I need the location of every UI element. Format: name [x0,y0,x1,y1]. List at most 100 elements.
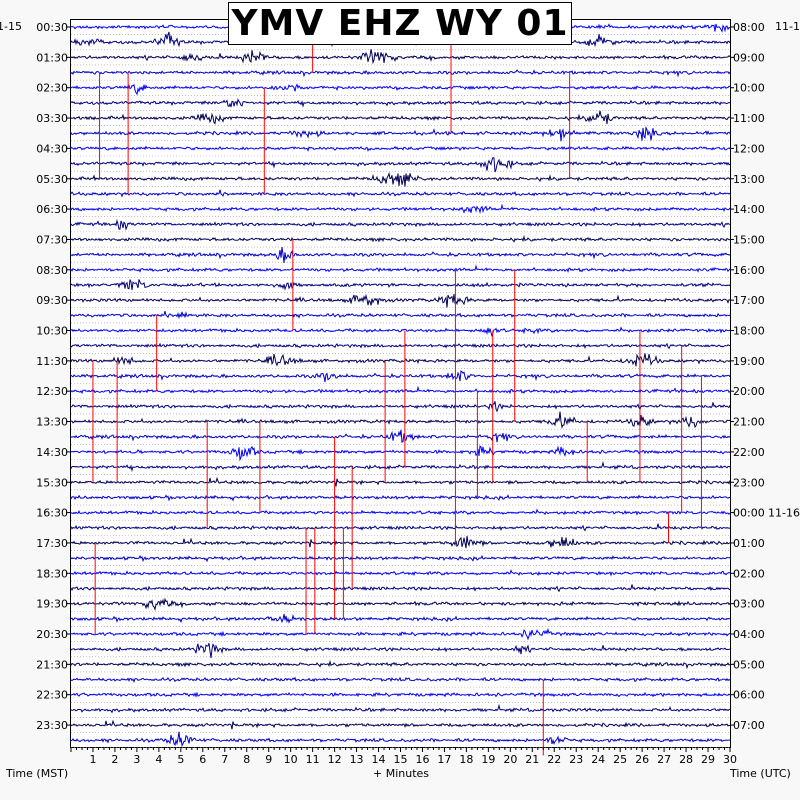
y-axis-left-label: Time (MST) [6,767,69,780]
right-time-label: 05:00 [733,658,765,671]
trace-line [70,508,731,516]
right-time-label: 21:00 [733,416,765,429]
left-time-label: 00:30 [36,21,68,34]
right-time-label: 12:00 [733,142,765,155]
x-tick-label: 22 [547,753,561,766]
left-time-axis: 00:30 01:30 02:30 03:30 04:30 05:30 06:30 07:30… [36,21,70,732]
right-time-label: 08:00 [733,21,765,34]
left-time-label: 02:30 [36,82,68,95]
x-tick-label: 20 [503,753,517,766]
left-time-label: 04:30 [36,142,68,155]
x-tick-label: 15 [394,753,408,766]
trace-line [70,125,731,142]
left-time-label: 01:30 [36,51,68,64]
x-tick-label: 1 [89,753,96,766]
x-tick-label: 8 [243,753,250,766]
trace-line [70,189,731,198]
left-time-label: 14:30 [36,446,68,459]
trace-line [70,676,731,683]
trace-line [70,703,731,714]
x-tick-label: 29 [701,753,715,766]
trace-line [70,719,731,730]
x-tick-label: 28 [679,753,693,766]
trace-line [70,110,731,125]
left-time-label: 11:30 [36,355,68,368]
right-time-label: 14:00 [733,203,765,216]
left-time-label: 06:30 [36,203,68,216]
x-tick-label: 11 [306,753,320,766]
trace-line [70,445,731,462]
y-axis-right-label: Time (UTC) [730,767,791,780]
right-time-label: 03:00 [733,598,765,611]
trace-line [70,145,731,152]
left-time-label: 18:30 [36,567,68,580]
left-time-label: 10:30 [36,325,68,338]
x-tick-label: 7 [221,753,228,766]
right-time-label: 09:00 [733,51,765,64]
right-time-axis: 08:00 09:00 10:00 11:00 12:00 13:00 14:00 15:00… [730,21,800,732]
trace-line [70,569,731,577]
trace-line [70,613,731,624]
left-time-label: 17:30 [36,537,68,550]
x-axis-label: + Minutes [373,767,430,780]
trace-line [70,171,731,187]
trace-line [70,234,731,243]
left-time-label: 21:30 [36,658,68,671]
trace-line [70,385,731,395]
right-time-label: 07:00 [733,719,765,732]
x-tick-label: 4 [155,753,162,766]
x-tick-label: 25 [613,753,627,766]
left-time-label: 23:30 [36,719,68,732]
right-time-label: 11:00 [733,112,765,125]
right-time-label: 02:00 [733,567,765,580]
right-time-label: 17:00 [733,294,765,307]
trace-line [70,156,731,173]
right-time-label: 04:00 [733,628,765,641]
x-tick-label: 19 [481,753,495,766]
right-time-label: 06:00 [733,689,765,702]
x-tick-label: 24 [591,753,605,766]
trace-line [70,279,731,291]
trace-line [70,326,731,337]
trace-line [70,554,731,563]
trace-line [70,411,730,429]
x-tick-label: 10 [284,753,298,766]
trace-line [70,429,731,444]
x-tick-label: 17 [437,753,451,766]
right-midnight-date-label: 11-16 [768,507,800,520]
trace-line [70,293,731,308]
left-time-label: 05:30 [36,173,68,186]
right-time-label: 13:00 [733,173,765,186]
trace-line [70,659,731,670]
trace-line [70,401,731,413]
left-time-label: 07:30 [36,233,68,246]
left-time-label: 19:30 [36,598,68,611]
trace-line [70,69,731,78]
trace-line [70,476,731,487]
trace-line [70,535,731,549]
right-time-label: 22:00 [733,446,765,459]
trace-line [70,494,731,502]
trace-line [70,731,731,748]
trace-line [70,460,731,473]
trace-line [70,370,731,383]
x-tick-label: 5 [177,753,184,766]
chart-title: YMV EHZ WY 01 [231,2,569,44]
x-tick-label: 16 [415,753,429,766]
trace-line [70,597,731,612]
x-tick-label: 26 [635,753,649,766]
left-time-label: 09:30 [36,294,68,307]
trace-line [70,523,731,532]
left-time-label: 08:30 [36,264,68,277]
x-tick-label: 21 [525,753,539,766]
trace-line [70,49,731,65]
trace-line [70,342,731,350]
right-time-label: 19:00 [733,355,765,368]
title-box: YMV EHZ WY 01 [228,2,572,45]
x-tick-label: 14 [372,753,386,766]
trace-line [70,247,731,263]
left-time-label: 15:30 [36,476,68,489]
right-time-label: 16:00 [733,264,765,277]
right-time-label: 15:00 [733,233,765,246]
x-tick-label: 6 [199,753,206,766]
